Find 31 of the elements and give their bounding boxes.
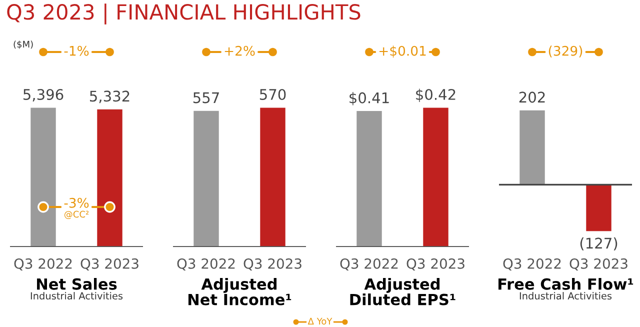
data-label: 557	[193, 92, 219, 104]
data-label: 570	[260, 88, 286, 100]
x-tick-label: Q3 2022	[340, 258, 398, 270]
data-label: (127)	[580, 237, 618, 250]
data-label: 5,332	[90, 90, 130, 104]
text: Industrial Activities	[520, 292, 612, 300]
x-axis-title: Net Sales	[37, 278, 117, 290]
chart-title: Q3 2023 | FINANCIAL HIGHLIGHTS	[7, 4, 360, 24]
text: Industrial Activities	[30, 292, 123, 300]
data-label: 5,396	[24, 88, 64, 102]
x-tick-label: Q3 2023	[570, 258, 628, 270]
annotation: -3%	[64, 198, 89, 208]
data-label: $0.42	[416, 88, 456, 102]
x-axis-title: Adjusted Diluted EPS¹	[350, 278, 456, 306]
x-tick-label: Q3 2022	[503, 258, 561, 270]
text: ($M)	[14, 40, 33, 49]
data-label: $0.41	[350, 92, 389, 106]
x-axis-title: Free Cash Flow¹	[498, 278, 634, 290]
x-tick-label: Q3 2023	[406, 258, 464, 270]
x-tick-label: Q3 2022	[177, 258, 235, 270]
data-label: 202	[519, 92, 545, 103]
x-tick-label: Q3 2023	[80, 258, 138, 270]
x-tick-label: Q3 2023	[244, 258, 302, 270]
text: -1%	[64, 46, 89, 56]
x-axis-title: Adjusted Net Income¹	[188, 278, 292, 306]
annotation: @CC²	[64, 210, 89, 220]
text: +$0.01	[379, 46, 426, 58]
text: +2%	[224, 46, 255, 56]
text: (329)	[548, 46, 582, 58]
x-tick-label: Q3 2022	[14, 258, 72, 270]
text: Δ YoY	[308, 318, 332, 325]
